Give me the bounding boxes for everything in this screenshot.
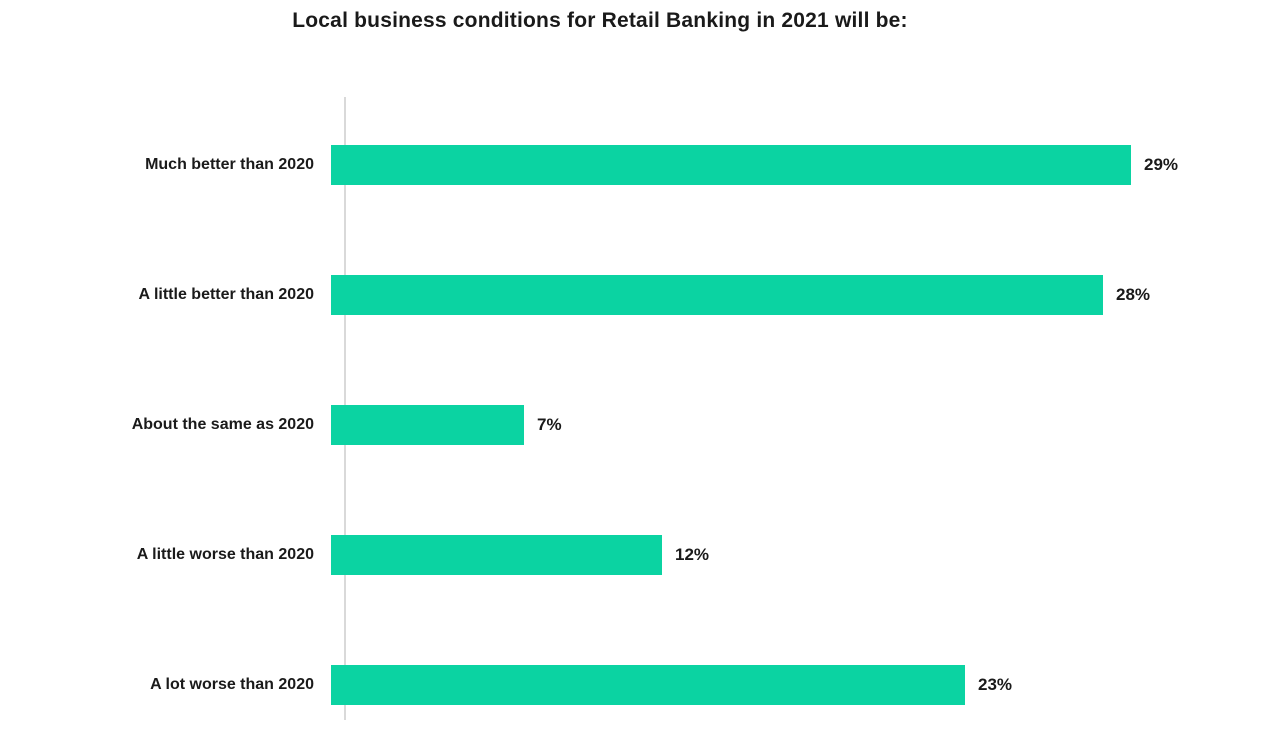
bar[interactable] xyxy=(331,145,1131,185)
bar-area: 12% xyxy=(330,535,1280,575)
value-label: 7% xyxy=(537,415,562,434)
category-label: Much better than 2020 xyxy=(145,156,314,173)
bar[interactable] xyxy=(331,405,524,445)
bar-chart: Much better than 2020 29% A little bette… xyxy=(0,97,1280,750)
chart-rows: Much better than 2020 29% A little bette… xyxy=(0,100,1280,750)
chart-header: Local business conditions for Retail Ban… xyxy=(0,0,1200,33)
category-label: A lot worse than 2020 xyxy=(150,676,314,693)
value-label: 28% xyxy=(1116,285,1151,304)
value-label: 12% xyxy=(675,545,710,564)
category-label: A little better than 2020 xyxy=(138,286,314,303)
bar-area: 23% xyxy=(330,665,1280,705)
bar-area: 7% xyxy=(330,405,1280,445)
category-label: About the same as 2020 xyxy=(131,416,314,433)
category-label: A little worse than 2020 xyxy=(136,546,314,563)
chart-row: A little better than 2020 28% xyxy=(0,230,1280,360)
value-label: 23% xyxy=(978,675,1013,694)
bar[interactable] xyxy=(331,275,1103,315)
chart-row: About the same as 2020 7% xyxy=(0,360,1280,490)
chart-title: Local business conditions for Retail Ban… xyxy=(292,9,908,32)
value-label: 29% xyxy=(1144,155,1179,174)
bar-area: 28% xyxy=(330,275,1280,315)
chart-row: Much better than 2020 29% xyxy=(0,100,1280,230)
bar[interactable] xyxy=(331,535,662,575)
bar[interactable] xyxy=(331,665,965,705)
bar-area: 29% xyxy=(330,145,1280,185)
chart-row: A little worse than 2020 12% xyxy=(0,490,1280,620)
chart-row: A lot worse than 2020 23% xyxy=(0,620,1280,750)
